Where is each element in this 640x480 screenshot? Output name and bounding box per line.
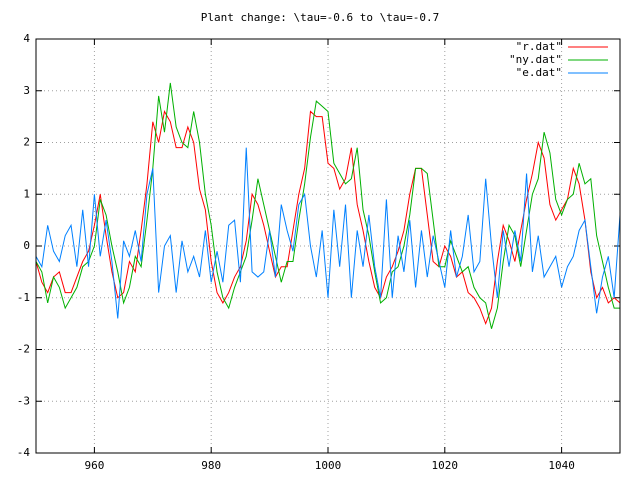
x-tick-label: 1020 xyxy=(432,459,459,472)
y-tick-label: -2 xyxy=(17,343,30,356)
plot-border xyxy=(35,38,621,454)
legend-label: "r.dat" xyxy=(516,40,562,53)
x-tick-label: 1000 xyxy=(315,459,342,472)
x-tick-label: 980 xyxy=(201,459,221,472)
y-tick-label: -1 xyxy=(17,291,30,304)
y-tick-label: 4 xyxy=(23,32,30,45)
y-tick-label: 2 xyxy=(23,136,30,149)
series-line xyxy=(36,82,620,329)
y-tick-label: 0 xyxy=(23,239,30,252)
y-tick-label: 3 xyxy=(23,84,30,97)
series-line xyxy=(36,147,620,319)
chart-title: Plant change: \tau=-0.6 to \tau=-0.7 xyxy=(201,11,439,24)
y-tick-label: -4 xyxy=(17,446,31,459)
x-tick-label: 960 xyxy=(84,459,104,472)
y-tick-label: 1 xyxy=(23,187,30,200)
y-tick-label: -3 xyxy=(17,394,30,407)
legend-label: "e.dat" xyxy=(516,66,562,79)
legend-label: "ny.dat" xyxy=(509,53,562,66)
x-tick-label: 1040 xyxy=(548,459,575,472)
